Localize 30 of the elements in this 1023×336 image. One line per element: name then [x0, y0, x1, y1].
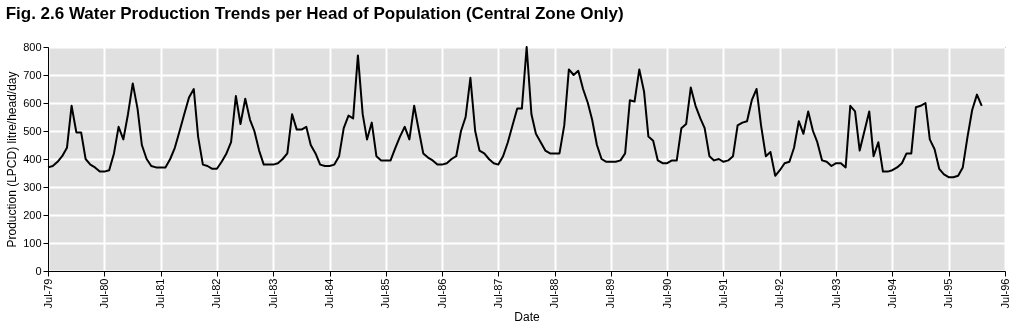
y-tick-label: 600 [23, 96, 42, 109]
x-tick-label: Jul-88 [548, 278, 561, 309]
y-tick-label: 700 [23, 68, 42, 81]
x-tick-label: Jul-83 [266, 278, 279, 309]
y-tick-label: 100 [23, 236, 42, 249]
x-tick-label: Jul-95 [942, 278, 955, 309]
chart-title: Fig. 2.6 Water Production Trends per Head of Population (Central Zone Only) [5, 4, 624, 23]
x-tick-label: Jul-94 [885, 278, 898, 309]
x-tick-label: Jul-91 [716, 278, 729, 309]
y-tick-label: 500 [23, 124, 42, 137]
x-tick-label: Jul-96 [998, 278, 1011, 309]
y-tick-label: 0 [35, 264, 42, 277]
x-tick-label: Jul-86 [435, 278, 448, 309]
y-tick-label: 200 [23, 208, 42, 221]
y-tick-label: 800 [23, 40, 42, 53]
x-tick-label: Jul-92 [773, 278, 786, 309]
x-tick-label: Jul-82 [210, 278, 223, 309]
x-tick-label: Jul-85 [379, 278, 392, 309]
x-tick-label: Jul-89 [604, 278, 617, 309]
y-axis-title: Production (LPCD) litre/head/day [5, 71, 20, 248]
x-tick-label: Jul-81 [154, 278, 167, 309]
y-tick-label: 300 [23, 180, 42, 193]
x-tick-label: Jul-79 [41, 278, 54, 309]
x-tick-label: Jul-93 [829, 278, 842, 309]
x-tick-label: Jul-87 [491, 278, 504, 309]
x-tick-label: Jul-80 [97, 278, 110, 309]
y-tick-label: 400 [23, 152, 42, 165]
x-tick-label: Jul-90 [660, 278, 673, 309]
x-axis-title: Date [514, 310, 540, 325]
x-tick-label: Jul-84 [323, 278, 336, 309]
